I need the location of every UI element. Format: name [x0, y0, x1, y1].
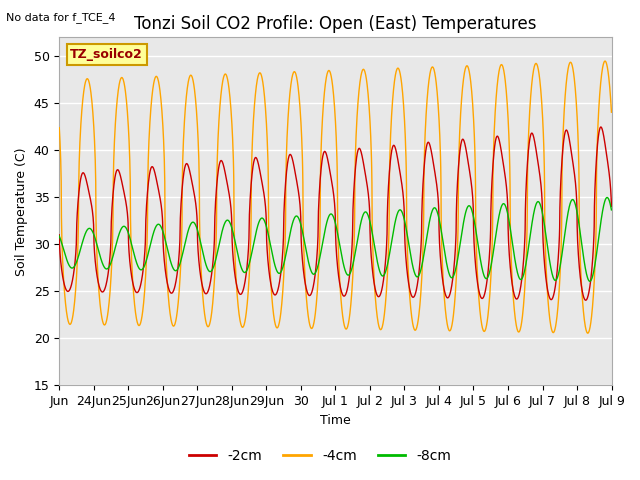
- Text: TZ_soilco2: TZ_soilco2: [70, 48, 143, 61]
- X-axis label: Time: Time: [320, 414, 351, 427]
- Legend: -2cm, -4cm, -8cm: -2cm, -4cm, -8cm: [183, 443, 457, 468]
- Title: Tonzi Soil CO2 Profile: Open (East) Temperatures: Tonzi Soil CO2 Profile: Open (East) Temp…: [134, 15, 537, 33]
- Text: No data for f_TCE_4: No data for f_TCE_4: [6, 12, 116, 23]
- Y-axis label: Soil Temperature (C): Soil Temperature (C): [15, 147, 28, 276]
